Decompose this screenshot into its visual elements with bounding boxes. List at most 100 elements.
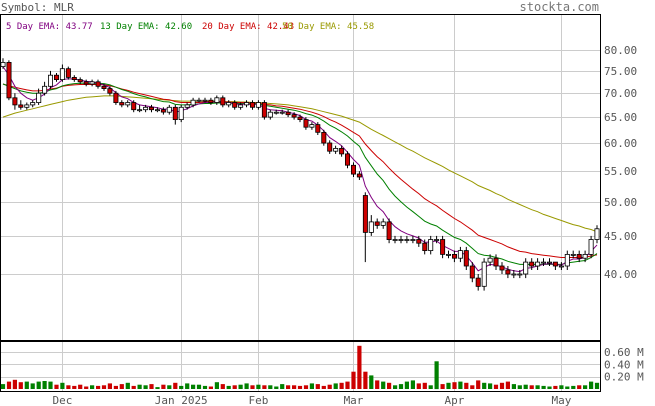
candle-body — [125, 102, 131, 106]
candle-body — [59, 68, 65, 80]
volume-bar — [149, 384, 154, 389]
candle-body — [131, 102, 137, 111]
volume-bar — [6, 381, 12, 389]
candle-body — [137, 109, 143, 112]
candle-body — [184, 104, 190, 108]
volume-bar — [476, 380, 481, 389]
volume-bar — [167, 385, 172, 389]
candle-body — [505, 269, 511, 275]
candle-body — [570, 253, 576, 256]
volume-bar — [18, 382, 23, 389]
candle-body — [178, 106, 184, 121]
volume-bar — [321, 385, 326, 389]
volume-bar — [404, 381, 409, 389]
volume-bar — [309, 383, 314, 389]
volume-bar — [381, 381, 386, 389]
candle-body — [119, 102, 125, 106]
candle-body — [172, 106, 178, 121]
candle-body — [523, 261, 529, 275]
candle-body — [392, 239, 398, 241]
volume-bar — [594, 382, 600, 389]
candle-body — [529, 261, 535, 267]
candle-body — [327, 142, 333, 152]
legend-entry: 5 Day EMA: 43.77 — [6, 22, 93, 32]
candle-body — [499, 265, 505, 271]
candle-body — [238, 104, 244, 108]
ema50-line — [2, 95, 598, 233]
volume-bar — [196, 384, 202, 389]
candle-body — [107, 88, 113, 94]
volume-bar — [191, 384, 196, 389]
volume-bar — [523, 384, 528, 389]
price-tick-label: 70.00 — [604, 87, 637, 100]
volume-bar — [42, 381, 47, 389]
volume-tick-label: 0.40 M — [604, 358, 644, 371]
volume-bar — [410, 380, 415, 389]
ema-legend: 5 Day EMA: 43.77 13 Day EMA: 42.60 20 Day … — [6, 22, 374, 32]
candle-body — [113, 92, 119, 103]
volume-bar — [571, 385, 576, 389]
candle-body — [244, 102, 250, 106]
candle-body — [154, 109, 160, 112]
volume-bar — [202, 385, 208, 389]
volume-bar — [333, 383, 338, 389]
grid — [1, 15, 600, 391]
volume-bar — [0, 384, 6, 389]
volume-panel-frame — [0, 341, 601, 392]
candle-body — [451, 253, 457, 259]
volume-bar — [470, 385, 475, 389]
volume-bar — [113, 385, 118, 389]
volume-bar — [268, 385, 273, 389]
candle-body — [232, 102, 238, 108]
candle-body — [475, 277, 481, 287]
candle-body — [65, 68, 71, 78]
candle-body — [285, 111, 291, 116]
price-tick-label: 50.00 — [604, 196, 637, 209]
volume-bar — [559, 385, 564, 389]
candle-body — [511, 273, 517, 276]
volume-bar — [226, 385, 231, 389]
candle-body — [469, 265, 475, 279]
volume-bar — [155, 387, 160, 389]
volume-bar — [446, 382, 451, 389]
volume-bar — [119, 384, 124, 389]
candle-body — [48, 74, 54, 87]
candle-body — [202, 99, 208, 102]
volume-bar — [375, 380, 380, 389]
candle-body — [564, 253, 570, 267]
candle-body — [95, 81, 101, 87]
candle-body — [487, 257, 493, 263]
volume-bar — [428, 385, 433, 389]
volume-tick-label: 0.60 M — [604, 346, 644, 359]
candle-body — [535, 261, 541, 267]
volume-bar — [488, 383, 493, 389]
price-tick-label: 45.00 — [604, 230, 637, 243]
candle-body — [552, 261, 558, 267]
volume-bar — [434, 361, 439, 390]
volume-bar — [416, 383, 421, 389]
candle-body — [196, 99, 202, 102]
candle-body — [54, 74, 60, 80]
volume-bar — [369, 375, 374, 389]
volume-bar — [529, 385, 534, 389]
axis-labels: 40.00 45.00 50.00 55.00 60.00 65.00 70.00 75.00… — [52, 44, 644, 406]
volume-bar — [565, 386, 570, 389]
volume-bar — [274, 386, 279, 389]
price-tick-label: 75.00 — [604, 65, 637, 78]
candle-body — [493, 257, 499, 267]
candle-body — [517, 273, 523, 276]
volume-bar — [511, 384, 516, 389]
legend-entry: 13 Day EMA: 42.60 — [100, 22, 192, 32]
candle-body — [261, 102, 267, 118]
candle-body — [309, 124, 315, 128]
date-tick-label: Apr — [444, 394, 464, 406]
candle-body — [89, 81, 95, 85]
candle-body — [71, 77, 77, 81]
volume-bar — [393, 385, 398, 389]
ema-lines — [2, 66, 598, 273]
candle-body — [77, 79, 83, 83]
candle-body — [440, 239, 446, 255]
candle-body — [362, 195, 368, 233]
volume-bar — [137, 384, 142, 389]
volume-bar — [48, 381, 53, 389]
